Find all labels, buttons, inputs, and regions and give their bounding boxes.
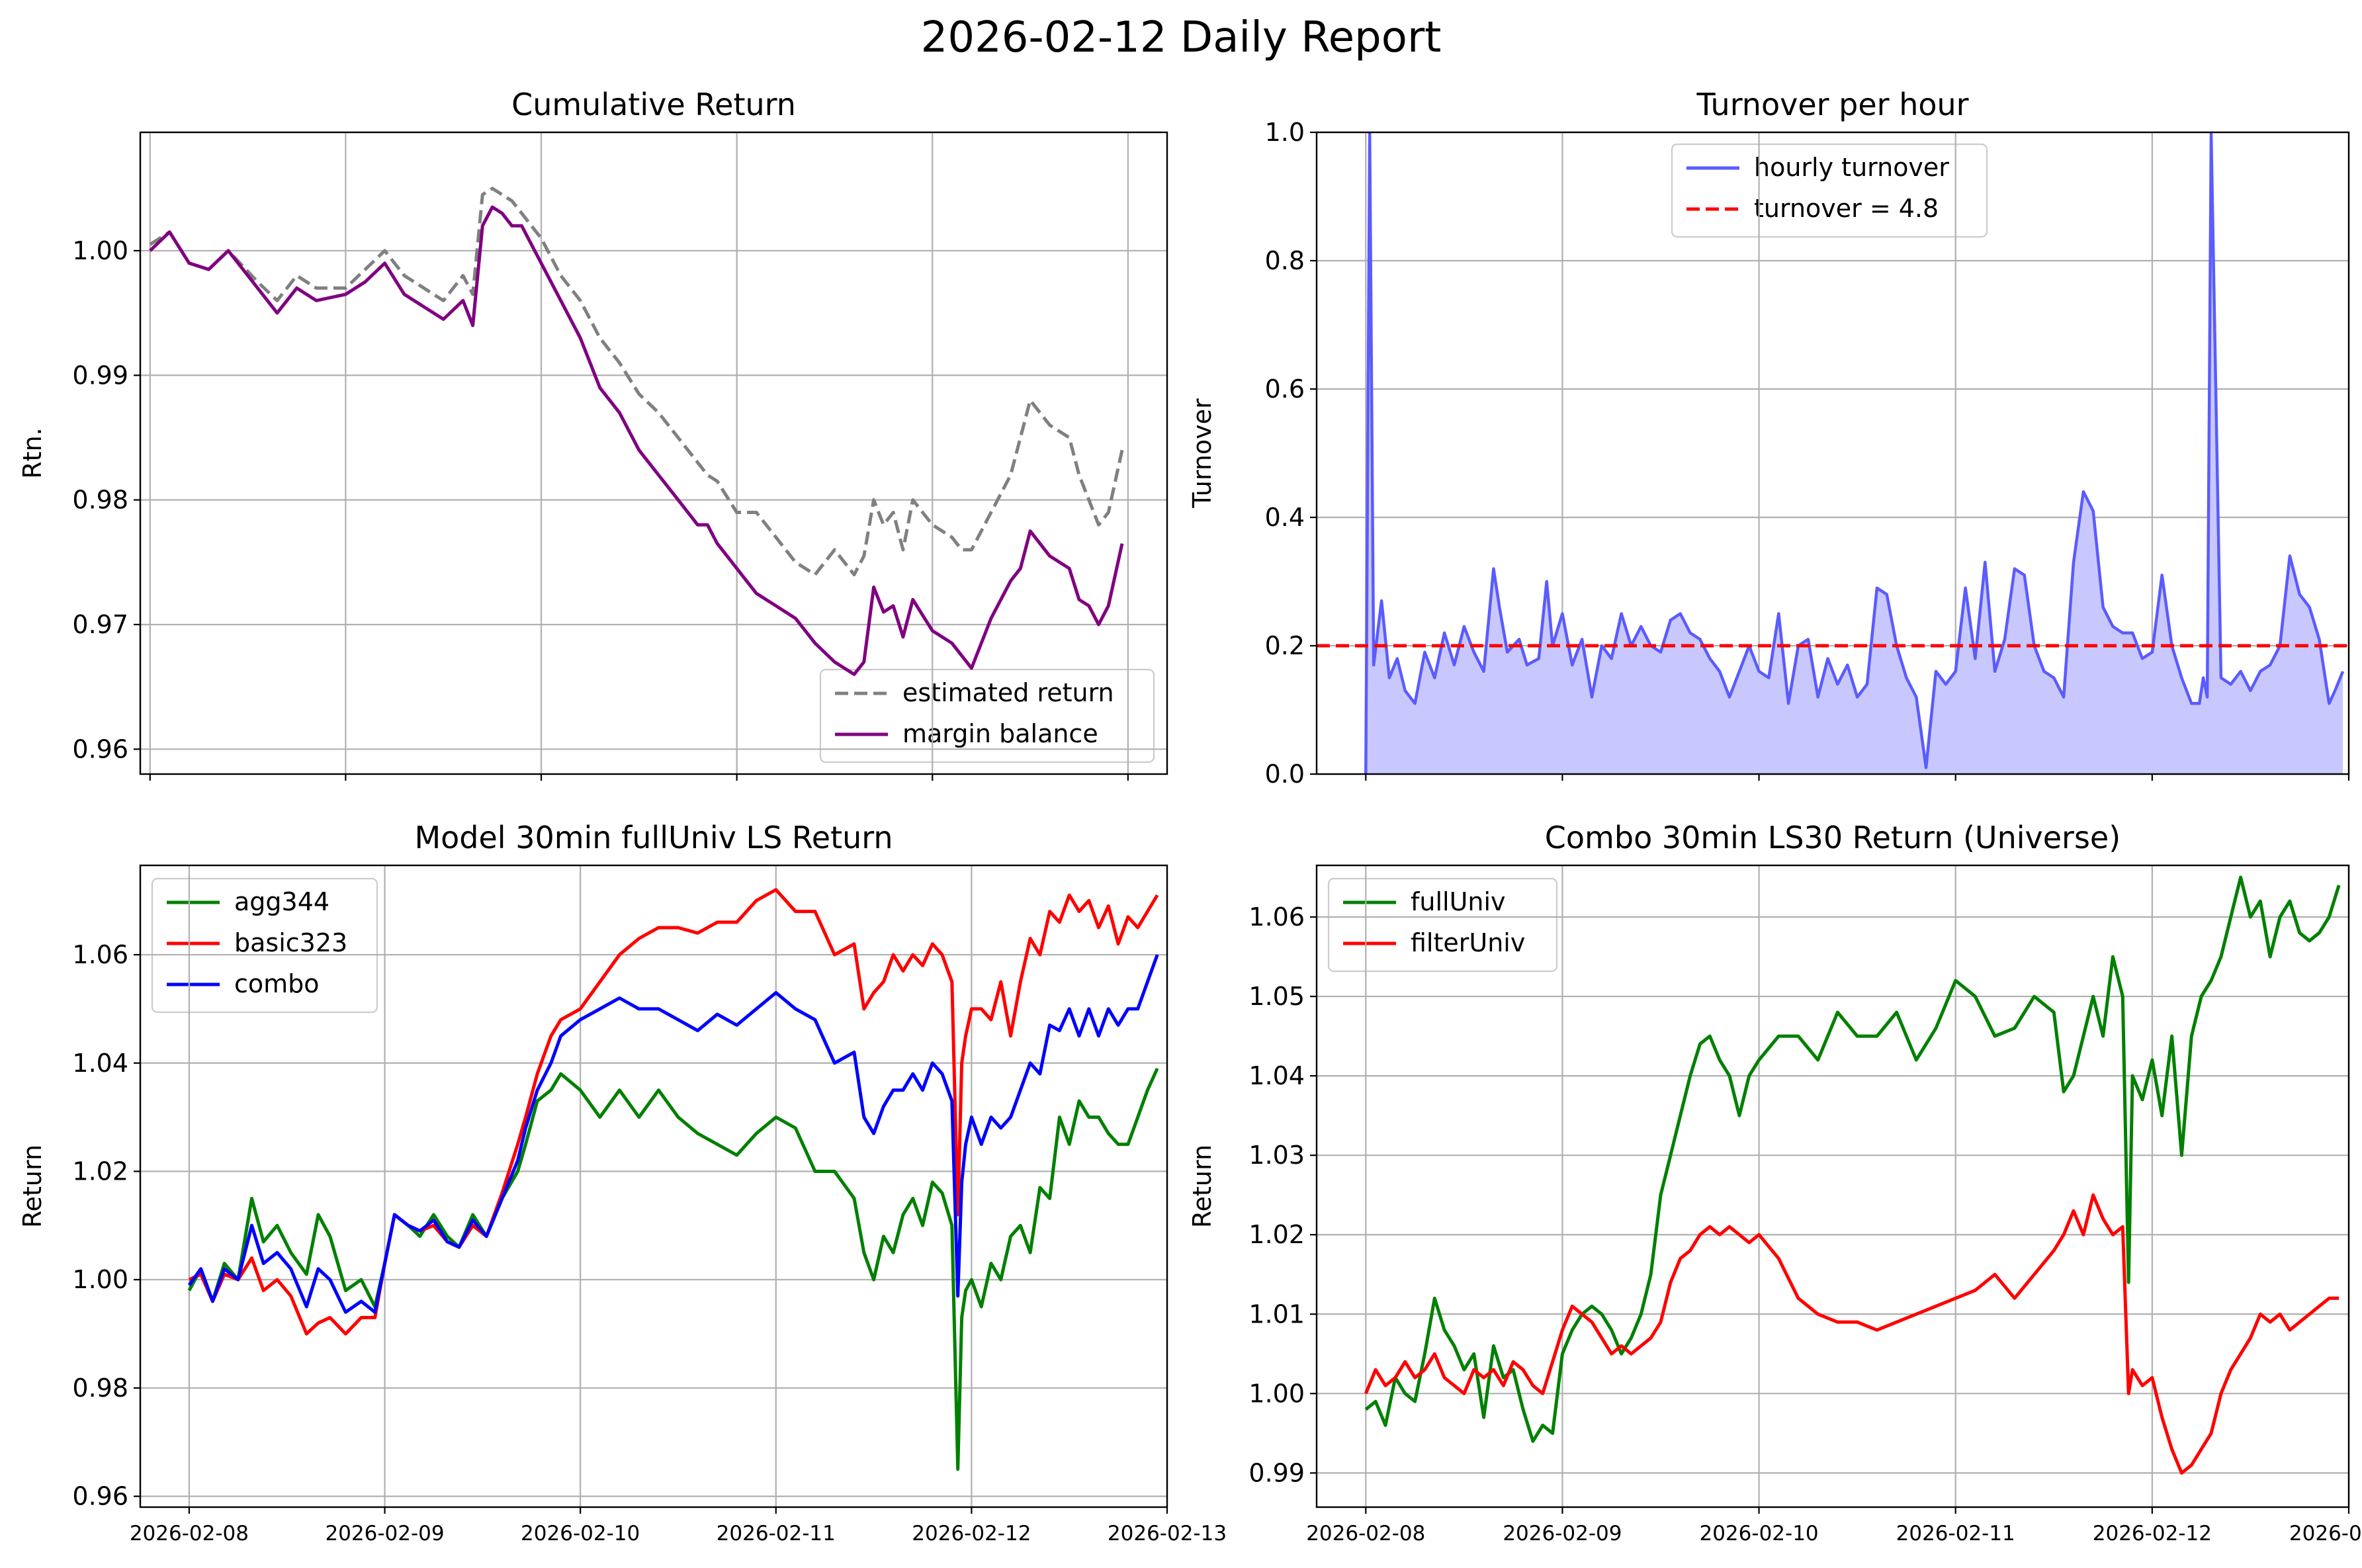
y-tick-label: 0.2 bbox=[1265, 631, 1305, 660]
series-line-estimated-return bbox=[149, 187, 1124, 577]
y-axis-label: Rtn. bbox=[18, 427, 47, 478]
axes-frame bbox=[139, 131, 1168, 775]
plot-area-combo-univ: 0.99 1.00 1.01 1.02 1.03 1.04 1.05 1.06 2026-02-… bbox=[1248, 864, 2362, 1546]
legend-label: combo bbox=[234, 969, 320, 998]
y-tick-label: 1.04 bbox=[72, 1049, 128, 1078]
x-tick-label: 2026-02-11 bbox=[717, 1522, 836, 1546]
y-tick-label: 1.00 bbox=[1248, 1379, 1305, 1408]
panel-cumulative-return: Cumulative Return Rtn. estimated return m… bbox=[18, 87, 1155, 763]
x-tick-label: 2026-02-08 bbox=[1306, 1522, 1425, 1546]
panel-combo-universe: Combo 30min LS30 Return (Universe) Retur… bbox=[1188, 820, 2121, 1228]
y-tick-label: 1.04 bbox=[1248, 1061, 1305, 1090]
y-tick-label: 0.97 bbox=[72, 610, 128, 639]
y-tick-label: 1.00 bbox=[72, 1265, 128, 1294]
legend-box bbox=[151, 877, 378, 1014]
turnover-area bbox=[1366, 132, 2343, 774]
y-tick-label: 0.0 bbox=[1265, 760, 1305, 789]
series-line-filteruniv bbox=[1364, 1193, 2340, 1475]
axes-frame bbox=[1315, 864, 2350, 1508]
x-tick-label: 2026-02-08 bbox=[130, 1522, 249, 1546]
y-tick-label: 0.96 bbox=[72, 1482, 128, 1511]
plot-area-cum: 0.96 0.97 0.98 0.99 1.00 bbox=[72, 131, 1168, 781]
legend-label: fullUniv bbox=[1411, 887, 1506, 916]
y-tick-label: 1.06 bbox=[1248, 902, 1305, 932]
panel-model-return: Model 30min fullUniv LS Return Return ag… bbox=[18, 820, 893, 1228]
y-tick-label: 1.00 bbox=[72, 236, 128, 265]
y-tick-label: 0.6 bbox=[1265, 374, 1305, 404]
x-tick-label: 2026-02-13 bbox=[1108, 1522, 1227, 1546]
series-line-agg344 bbox=[187, 1067, 1159, 1471]
series-line-combo bbox=[187, 954, 1159, 1314]
y-axis-label: Return bbox=[1188, 1145, 1217, 1228]
legend-label: estimated return bbox=[902, 678, 1114, 707]
panel-title: Model 30min fullUniv LS Return bbox=[414, 820, 893, 855]
axes-frame bbox=[139, 864, 1168, 1508]
y-axis-label: Turnover bbox=[1188, 398, 1217, 509]
figure-title: 2026-02-12 Daily Report bbox=[921, 13, 1442, 62]
panel-title: Turnover per hour bbox=[1696, 87, 1968, 122]
x-tick-label: 2026-02-12 bbox=[2093, 1522, 2212, 1546]
x-tick-label: 2026-02-09 bbox=[1503, 1522, 1622, 1546]
y-tick-label: 0.98 bbox=[72, 1373, 128, 1403]
legend-label: hourly turnover bbox=[1754, 153, 1949, 182]
axes-frame bbox=[1315, 131, 2350, 775]
y-tick-label: 1.02 bbox=[72, 1156, 128, 1186]
y-tick-label: 1.01 bbox=[1248, 1299, 1305, 1328]
y-tick-label: 0.8 bbox=[1265, 246, 1305, 275]
legend-label: margin balance bbox=[902, 719, 1098, 748]
legend-box bbox=[1671, 143, 1988, 238]
legend: fullUniv filterUniv bbox=[1343, 887, 1525, 957]
y-tick-label: 0.4 bbox=[1265, 503, 1305, 532]
series-line-margin-balance bbox=[149, 205, 1124, 676]
y-axis-label: Return bbox=[18, 1145, 47, 1228]
series-line-fulluniv bbox=[1364, 875, 2341, 1443]
y-tick-label: 1.0 bbox=[1265, 118, 1305, 147]
x-tick-label: 2026-02-11 bbox=[1896, 1522, 2015, 1546]
y-tick-label: 1.06 bbox=[72, 940, 128, 969]
panel-title: Combo 30min LS30 Return (Universe) bbox=[1545, 820, 2121, 855]
series-line-basic323 bbox=[188, 888, 1159, 1336]
x-tick-label: 2026-02-10 bbox=[521, 1522, 640, 1546]
y-tick-label: 1.03 bbox=[1248, 1141, 1305, 1170]
y-tick-label: 0.99 bbox=[72, 361, 128, 390]
y-tick-label: 0.98 bbox=[72, 486, 128, 515]
legend-label: turnover = 4.8 bbox=[1754, 194, 1939, 223]
panel-title: Cumulative Return bbox=[511, 87, 796, 122]
y-tick-label: 0.99 bbox=[1248, 1458, 1305, 1487]
y-tick-label: 1.05 bbox=[1248, 982, 1305, 1011]
x-tick-label: 2026-02-12 bbox=[912, 1522, 1031, 1546]
plot-area-model: 0.96 0.98 1.00 1.02 1.04 1.06 2026-02-08 2026-0… bbox=[72, 864, 1227, 1546]
legend-label: agg344 bbox=[234, 887, 329, 916]
x-tick-label: 2026-02-09 bbox=[325, 1522, 444, 1546]
x-tick-label: 2026-02-13 bbox=[2289, 1522, 2362, 1546]
legend-label: filterUniv bbox=[1411, 928, 1525, 957]
legend-label: basic323 bbox=[234, 928, 347, 957]
y-tick-label: 1.02 bbox=[1248, 1220, 1305, 1249]
legend: hourly turnover turnover = 4.8 bbox=[1686, 153, 1949, 223]
legend: agg344 basic323 combo bbox=[167, 887, 347, 998]
plot-area-turnover: 0.0 0.2 0.4 0.6 0.8 1.0 bbox=[1265, 118, 2350, 789]
x-tick-label: 2026-02-10 bbox=[1699, 1522, 1818, 1546]
panel-turnover: Turnover per hour Turnover hourly turnov… bbox=[1188, 87, 1988, 509]
y-tick-label: 0.96 bbox=[72, 734, 128, 763]
legend-box bbox=[819, 668, 1155, 763]
legend: estimated return margin balance bbox=[835, 678, 1114, 748]
